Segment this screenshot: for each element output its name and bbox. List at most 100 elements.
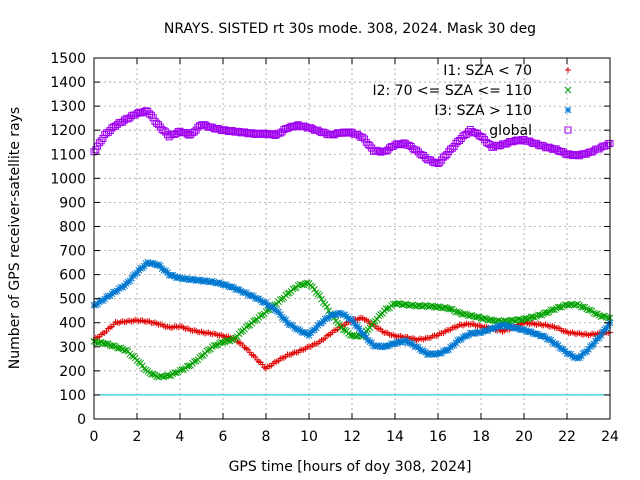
data-point xyxy=(540,142,548,150)
data-point xyxy=(219,126,227,134)
legend-marker xyxy=(565,67,571,73)
data-point xyxy=(298,281,306,289)
data-point xyxy=(110,342,118,350)
x-tick-label: 20 xyxy=(515,429,533,445)
y-tick-label: 600 xyxy=(59,268,86,284)
data-point xyxy=(330,131,338,139)
y-tick-label: 400 xyxy=(59,316,86,332)
data-point xyxy=(230,335,238,343)
data-point xyxy=(292,122,300,130)
data-point xyxy=(497,141,505,149)
data-point xyxy=(441,303,449,311)
data-point xyxy=(475,132,483,140)
data-point xyxy=(337,129,345,137)
data-point xyxy=(190,128,198,136)
data-point xyxy=(223,127,231,135)
data-point xyxy=(249,130,257,138)
series-layer xyxy=(90,107,614,381)
y-tick-label: 700 xyxy=(59,244,86,260)
x-axis-label: GPS time [hours of doy 308, 2024] xyxy=(229,459,472,475)
data-point xyxy=(366,142,374,150)
data-point xyxy=(239,129,247,137)
data-point xyxy=(163,131,171,139)
data-point xyxy=(104,128,112,136)
y-axis-label: Number of GPS receiver-satellite rays xyxy=(7,107,23,369)
data-point xyxy=(316,292,324,299)
y-tick-label: 500 xyxy=(59,292,86,308)
data-point xyxy=(554,146,562,154)
x-tick-label: 0 xyxy=(90,429,99,445)
data-point xyxy=(242,129,250,137)
data-point xyxy=(422,301,429,309)
y-tick-label: 1300 xyxy=(50,99,86,115)
x-tick-label: 16 xyxy=(429,429,447,445)
data-point xyxy=(185,362,193,370)
data-point xyxy=(120,116,128,124)
data-point xyxy=(196,122,204,130)
data-point xyxy=(138,109,146,117)
y-tick-label: 1500 xyxy=(50,51,86,67)
data-point xyxy=(149,370,157,378)
legend-label: I3: SZA > 110 xyxy=(434,103,532,119)
data-point xyxy=(434,303,442,310)
legend-marker xyxy=(564,86,572,94)
data-point xyxy=(359,133,367,141)
data-point xyxy=(459,132,467,140)
data-point xyxy=(92,146,100,154)
data-point xyxy=(597,143,605,151)
data-point xyxy=(579,150,587,158)
data-point xyxy=(321,129,329,137)
data-point xyxy=(513,136,521,144)
data-point xyxy=(294,121,302,129)
data-point xyxy=(533,139,541,147)
x-tick-label: 22 xyxy=(558,429,576,445)
data-point xyxy=(235,128,243,136)
data-point xyxy=(212,342,220,349)
data-point xyxy=(527,138,535,146)
data-point xyxy=(97,338,105,346)
data-point xyxy=(602,142,610,150)
y-tick-label: 300 xyxy=(59,340,86,356)
data-point xyxy=(244,322,252,329)
data-point xyxy=(420,152,428,160)
data-point xyxy=(524,315,531,323)
data-point xyxy=(570,151,578,159)
data-point xyxy=(570,301,578,309)
data-point xyxy=(97,137,105,145)
data-point xyxy=(484,139,492,147)
data-point xyxy=(318,295,325,303)
data-point xyxy=(183,130,191,138)
data-point xyxy=(572,151,580,159)
data-point xyxy=(300,122,308,130)
data-point xyxy=(126,277,134,285)
data-point xyxy=(165,372,173,380)
data-point xyxy=(425,351,433,358)
data-point xyxy=(432,158,440,166)
data-point xyxy=(103,340,110,347)
x-tick-label: 10 xyxy=(300,429,318,445)
y-tick-label: 100 xyxy=(59,388,86,404)
data-point xyxy=(151,260,159,268)
data-point xyxy=(509,138,517,146)
x-tick-label: 2 xyxy=(133,429,142,445)
legend-marker xyxy=(564,106,572,114)
data-point xyxy=(336,321,343,328)
y-tick-label: 1000 xyxy=(50,171,86,187)
x-tick-label: 12 xyxy=(343,429,361,445)
legend: I1: SZA < 70 I2: 70 <= SZA <= 110 I3: SZA … xyxy=(372,63,572,139)
data-point xyxy=(257,312,264,319)
data-point xyxy=(590,340,598,348)
data-point xyxy=(421,154,429,162)
x-tick-label: 24 xyxy=(601,429,619,445)
data-point xyxy=(215,125,223,133)
ticks: 0100200300400500600700800900100011001200… xyxy=(50,51,619,445)
data-point xyxy=(511,317,519,325)
data-point xyxy=(491,142,499,150)
data-point xyxy=(395,299,402,307)
data-point xyxy=(590,147,598,155)
data-point xyxy=(226,337,234,345)
legend-marker xyxy=(564,126,572,134)
chart-title: NRAYS. SISTED rt 30s mode. 308, 2024. Ma… xyxy=(164,21,536,37)
data-point xyxy=(153,119,161,127)
